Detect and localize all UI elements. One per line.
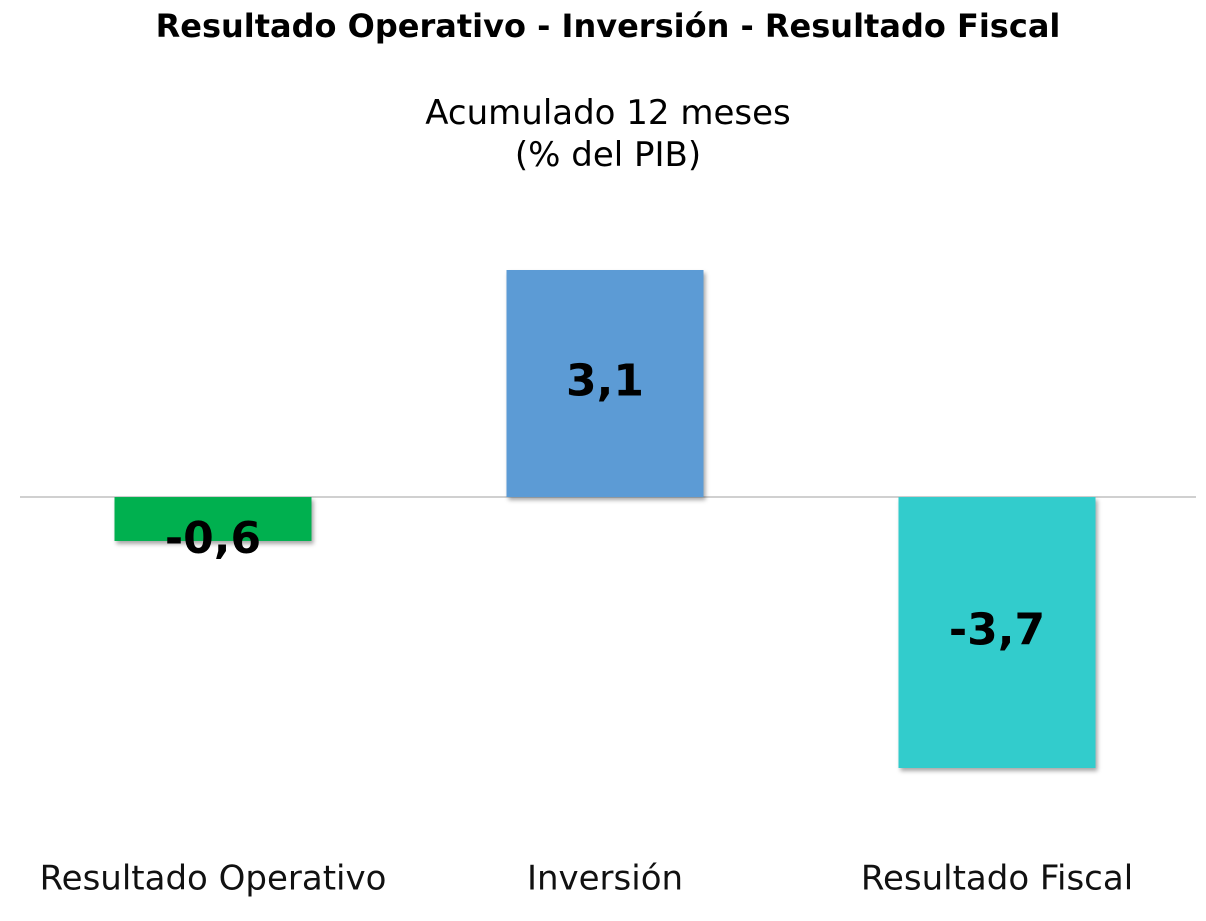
data-label: -0,6 bbox=[165, 513, 261, 564]
bar bbox=[506, 270, 704, 498]
x-tick-label: Resultado Operativo bbox=[40, 859, 387, 899]
bar bbox=[114, 497, 312, 541]
x-tick-label: Resultado Fiscal bbox=[861, 859, 1133, 899]
chart-title: Resultado Operativo - Inversión - Result… bbox=[155, 7, 1061, 45]
chart-subtitle: Acumulado 12 meses (% del PIB) bbox=[425, 93, 791, 175]
x-tick-label: Inversión bbox=[527, 859, 683, 899]
bar bbox=[898, 497, 1096, 768]
data-label: 3,1 bbox=[566, 356, 644, 407]
data-label: -3,7 bbox=[949, 605, 1045, 656]
